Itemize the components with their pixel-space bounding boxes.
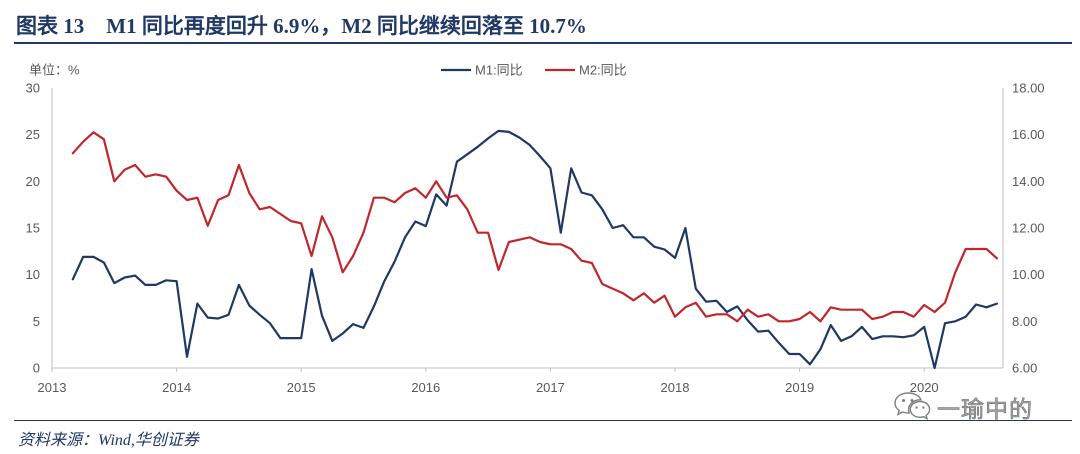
watermark-text: 一瑜中的 [937, 397, 1033, 424]
series-line-m1 [71, 129, 998, 370]
y-left-tick-label: 30 [26, 81, 40, 96]
x-tick-label: 2015 [287, 380, 316, 395]
x-tick-label: 2019 [785, 380, 814, 395]
legend: M1:同比 M2:同比 [441, 63, 627, 78]
y-right-tick-label: 16.00 [1012, 127, 1045, 142]
y-right-tick-label: 10.00 [1012, 267, 1045, 282]
legend-label-m2: M2:同比 [579, 63, 627, 78]
x-tick-label: 2014 [162, 380, 191, 395]
y-right-tick-label: 8.00 [1012, 314, 1037, 329]
series-lines [71, 129, 998, 370]
watermark: 一瑜中的 [893, 390, 1033, 424]
chart-title: M1 同比再度回升 6.9%，M2 同比继续回落至 10.7% [106, 14, 587, 38]
y-right-tick-label: 14.00 [1012, 174, 1045, 189]
figure-label: 图表 13 [16, 14, 85, 38]
y-left-tick-label: 15 [26, 221, 40, 236]
source-divider [14, 420, 1072, 421]
y-right-tick-label: 6.00 [1012, 361, 1037, 376]
y-left-tick-label: 10 [26, 267, 40, 282]
legend-item-m2: M2:同比 [545, 63, 627, 78]
wechat-icon [893, 390, 931, 424]
x-tick-label: 2018 [661, 380, 690, 395]
title-divider [14, 42, 1072, 44]
y-left-tick-label: 20 [26, 174, 40, 189]
x-tick-label: 2013 [38, 380, 67, 395]
unit-label: 单位：% [29, 63, 80, 78]
x-tick-label: 2020 [910, 380, 939, 395]
figure-header: 图表 13 M1 同比再度回升 6.9%，M2 同比继续回落至 10.7% [16, 10, 587, 40]
legend-item-m1: M1:同比 [441, 63, 523, 78]
y-right-tick-label: 12.00 [1012, 221, 1045, 236]
y-right-tick-label: 18.00 [1012, 81, 1045, 96]
y-left-tick-label: 0 [33, 361, 40, 376]
x-tick-label: 2016 [411, 380, 440, 395]
x-tick-label: 2017 [536, 380, 565, 395]
y-left-tick-label: 25 [26, 127, 40, 142]
y-left-tick-label: 5 [33, 314, 40, 329]
legend-label-m1: M1:同比 [475, 63, 523, 78]
series-line-m2 [71, 131, 998, 323]
source-note: 资料来源：Wind,华创证券 [18, 432, 199, 449]
axis-ticks: 0 5 10 15 20 25 30 6.00 8.00 10.00 12.00 14.00 16.00… [26, 81, 1045, 396]
